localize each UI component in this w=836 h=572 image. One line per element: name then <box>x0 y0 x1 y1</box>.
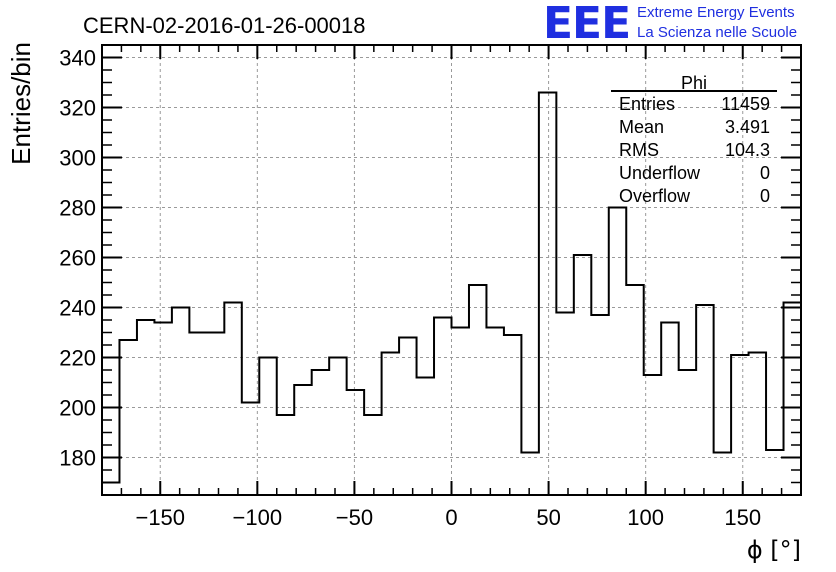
y-tick-label: 320 <box>59 96 96 121</box>
tick-labels: −150 −100 −50 0 50 100 150 180 200 220 240 260 280 30… <box>59 46 761 531</box>
histogram-bin <box>154 323 171 496</box>
stats-row-label: RMS <box>619 140 659 160</box>
histogram-bin <box>469 285 486 495</box>
x-tick-label: −150 <box>135 505 185 530</box>
chart-title: CERN-02-2016-01-26-00018 <box>83 13 366 38</box>
stats-row-value: 11459 <box>721 94 770 114</box>
histogram-bin <box>766 450 783 495</box>
stats-row-value: 3.491 <box>725 117 770 137</box>
x-tick-label: −50 <box>336 505 373 530</box>
histogram-bin <box>259 358 276 496</box>
stats-row-label: Underflow <box>619 163 701 183</box>
histogram-bin <box>312 370 329 495</box>
stats-row-value: 0 <box>760 163 770 183</box>
histogram-bin <box>189 333 206 496</box>
x-tick-label: 0 <box>445 505 457 530</box>
plot-frame <box>101 44 802 496</box>
stats-row-label: Mean <box>619 117 664 137</box>
histogram-bin <box>749 353 766 496</box>
histogram-bin <box>207 333 224 496</box>
eee-logo-mark: EEE <box>543 0 631 49</box>
y-tick-label: 300 <box>59 146 96 171</box>
histogram-bin <box>591 315 608 495</box>
stats-row-label: Entries <box>619 94 675 114</box>
histogram-bin <box>626 285 643 495</box>
histogram-bin <box>539 93 556 496</box>
x-tick-label: 50 <box>536 505 560 530</box>
histogram-bin <box>521 453 538 496</box>
axis-ticks <box>101 44 802 495</box>
histogram-bin <box>609 208 626 496</box>
stats-rows: Entries 11459 Mean 3.491 RMS 104.3 Underflow 0 O… <box>619 94 770 206</box>
histogram-bin <box>277 415 294 495</box>
x-axis-label: ϕ [°] <box>747 536 801 564</box>
stats-title: Phi <box>681 73 707 93</box>
y-tick-label: 260 <box>59 246 96 271</box>
y-tick-label: 180 <box>59 446 96 471</box>
histogram-bin <box>452 328 469 496</box>
histogram-bin <box>224 303 241 496</box>
histogram-bin <box>556 313 573 496</box>
histogram-bin <box>504 335 521 495</box>
histogram-bin <box>119 340 136 495</box>
histogram-line <box>102 91 801 484</box>
histogram-bin <box>434 318 451 496</box>
stats-box: Phi Entries 11459 Mean 3.491 RMS 104.3 Underfl… <box>611 73 777 206</box>
histogram-bin <box>417 378 434 496</box>
histogram-bin <box>102 483 119 496</box>
stats-row-label: Overflow <box>619 186 691 206</box>
x-tick-label: 150 <box>724 505 761 530</box>
histogram-bin <box>399 338 416 496</box>
histogram-bin <box>644 375 661 495</box>
stats-row-value: 0 <box>760 186 770 206</box>
histogram-bin <box>382 353 399 496</box>
histogram-bin <box>172 308 189 496</box>
y-tick-label: 340 <box>59 46 96 71</box>
x-tick-label: 100 <box>627 505 664 530</box>
histogram-bin <box>679 370 696 495</box>
histogram-bin <box>294 385 311 495</box>
histogram-bin <box>242 403 259 496</box>
histogram-bin <box>329 358 346 496</box>
histogram-bin <box>574 255 591 495</box>
y-tick-label: 200 <box>59 396 96 421</box>
eee-logo-line1: Extreme Energy Events <box>637 4 795 21</box>
eee-logo-line2: La Scienza nelle Scuole <box>637 24 798 41</box>
histogram-bin <box>696 305 713 495</box>
histogram-bin <box>784 303 801 496</box>
histogram-bin <box>661 323 678 496</box>
y-tick-label: 240 <box>59 296 96 321</box>
histogram-bin <box>347 390 364 495</box>
histogram-bin <box>714 453 731 496</box>
stats-row-value: 104.3 <box>725 140 770 160</box>
y-axis-label: Entries/bin <box>6 42 36 165</box>
histogram-bin <box>731 355 748 495</box>
histogram-bin <box>364 415 381 495</box>
histogram-bin <box>137 320 154 495</box>
y-tick-label: 220 <box>59 346 96 371</box>
y-tick-label: 280 <box>59 196 96 221</box>
histogram-bin <box>486 328 503 496</box>
x-tick-label: −100 <box>233 505 283 530</box>
